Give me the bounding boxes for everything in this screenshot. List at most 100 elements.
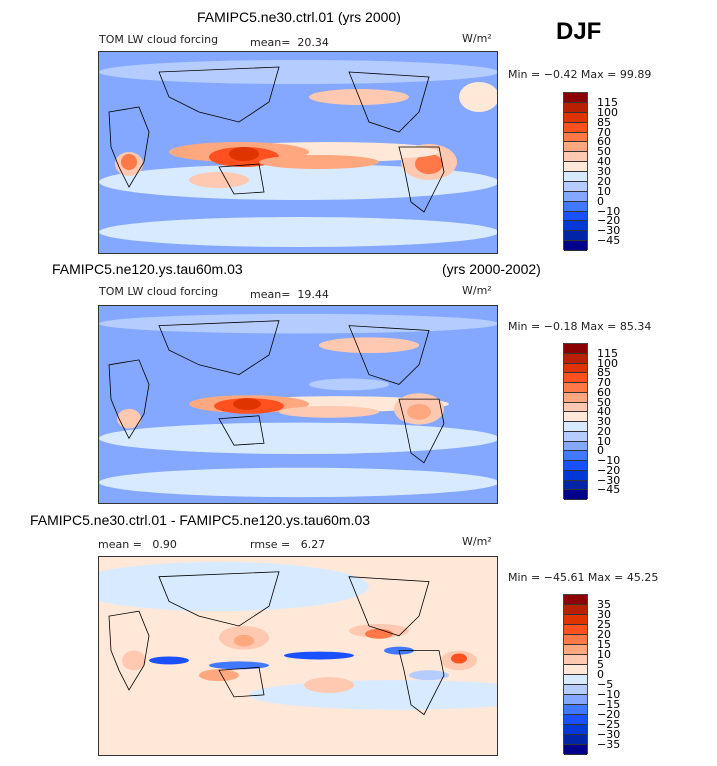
- colorbar-swatch: [564, 122, 587, 133]
- colorbar-swatch: [564, 93, 587, 103]
- colorbar-label: 35: [597, 598, 611, 611]
- colorbar-swatch: [564, 595, 587, 605]
- field-contour: [415, 154, 443, 174]
- colorbar-swatch: [564, 221, 587, 232]
- panel2-map: [98, 305, 498, 504]
- colorbar-swatch: [564, 695, 587, 705]
- colorbar-swatch: [564, 441, 587, 452]
- colorbar-swatch: [564, 422, 587, 432]
- colorbar-swatch: [564, 655, 587, 665]
- coastline: [398, 146, 445, 213]
- field-contour: [279, 405, 379, 418]
- colorbar-label: −20: [597, 708, 621, 721]
- colorbar-swatch: [564, 353, 587, 364]
- panel2-years: (yrs 2000-2002): [442, 261, 541, 277]
- coastline: [398, 398, 445, 464]
- field-contour: [459, 82, 497, 112]
- coastline: [108, 359, 150, 440]
- colorbar-label: 50: [597, 145, 611, 159]
- colorbar-swatch: [564, 363, 587, 374]
- colorbar-label: −30: [597, 728, 621, 741]
- coastline: [348, 325, 430, 385]
- coastline: [158, 66, 280, 123]
- colorbar-swatch: [564, 451, 587, 461]
- colorbar-label: 30: [597, 415, 611, 428]
- colorbar-swatch: [564, 461, 587, 471]
- panel3-units: W/m²: [462, 535, 492, 548]
- field-contour: [284, 651, 354, 660]
- field-contour: [209, 661, 269, 670]
- panel2-mean-label: mean=: [250, 288, 291, 301]
- coastline: [398, 650, 445, 716]
- field-contour: [189, 172, 249, 188]
- field-contour: [359, 146, 439, 158]
- colorbar-swatch: [564, 172, 587, 182]
- colorbar-label: −30: [597, 473, 621, 487]
- colorbar-swatch: [564, 725, 587, 735]
- colorbar-label: 20: [597, 174, 611, 188]
- colorbar-swatch: [564, 162, 587, 172]
- colorbar-swatch: [564, 745, 587, 755]
- panel1-variable: TOM LW cloud forcing: [99, 33, 219, 46]
- field-contour: [149, 656, 189, 665]
- colorbar-label: −20: [597, 214, 621, 228]
- season-label: DJF: [556, 18, 602, 45]
- colorbar-swatch: [564, 181, 587, 192]
- colorbar-label: 0: [597, 444, 604, 458]
- field-contour: [121, 154, 137, 170]
- panel3-rmse-label: rmse =: [250, 538, 291, 551]
- colorbar-swatch: [564, 470, 587, 481]
- panel1-colorbar: [563, 92, 588, 251]
- field-contour: [117, 408, 141, 429]
- colorbar-label: −30: [597, 224, 621, 238]
- field-contour: [234, 634, 254, 647]
- field-contour: [409, 670, 449, 681]
- field-contour: [99, 164, 497, 200]
- panel3-mean-label: mean =: [98, 538, 142, 551]
- colorbar-swatch: [564, 344, 587, 354]
- panel2-colorbar: [563, 343, 588, 500]
- coastline: [218, 666, 265, 698]
- colorbar-label: −15: [597, 698, 621, 711]
- colorbar-label: 70: [597, 125, 611, 139]
- colorbar-swatch: [564, 735, 587, 745]
- panel2-minmax: Min = −0.18 Max = 85.34: [508, 320, 652, 333]
- colorbar-swatch: [564, 635, 587, 645]
- colorbar-label: 115: [597, 95, 618, 109]
- colorbar-label: −25: [597, 718, 621, 731]
- colorbar-swatch: [564, 625, 587, 635]
- colorbar-label: 115: [597, 346, 618, 360]
- colorbar-label: −10: [597, 688, 621, 701]
- colorbar-label: −35: [597, 738, 621, 751]
- panel1-mean: 20.34: [297, 36, 329, 49]
- colorbar-swatch: [564, 490, 587, 500]
- colorbar-label: −45: [597, 234, 621, 248]
- colorbar-label: 40: [597, 155, 611, 169]
- panel3-mean: 0.90: [152, 538, 177, 551]
- field-contour: [122, 650, 146, 671]
- colorbar-label: 15: [597, 638, 611, 651]
- colorbar-swatch: [564, 112, 587, 123]
- colorbar-swatch: [564, 201, 587, 212]
- coastline: [218, 163, 265, 195]
- field-contour: [309, 378, 389, 391]
- field-contour: [99, 422, 497, 454]
- colorbar-label: 20: [597, 424, 611, 438]
- colorbar-swatch: [564, 211, 587, 222]
- colorbar-swatch: [564, 480, 587, 491]
- panel1-title: FAMIPC5.ne30.ctrl.01 (yrs 2000): [197, 9, 401, 25]
- colorbar-label: 20: [597, 628, 611, 641]
- field-contour: [99, 60, 497, 84]
- colorbar-swatch: [564, 373, 587, 383]
- colorbar-label: 50: [597, 395, 611, 409]
- colorbar-label: 10: [597, 434, 611, 448]
- colorbar-swatch: [564, 665, 587, 675]
- colorbar-label: 60: [597, 385, 611, 399]
- coastline: [348, 576, 430, 637]
- colorbar-swatch: [564, 102, 587, 113]
- colorbar-label: −10: [597, 454, 621, 467]
- colorbar-label: 30: [597, 608, 611, 621]
- colorbar-label: 70: [597, 376, 611, 389]
- colorbar-label: 10: [597, 184, 611, 198]
- panel3-map: [98, 556, 498, 756]
